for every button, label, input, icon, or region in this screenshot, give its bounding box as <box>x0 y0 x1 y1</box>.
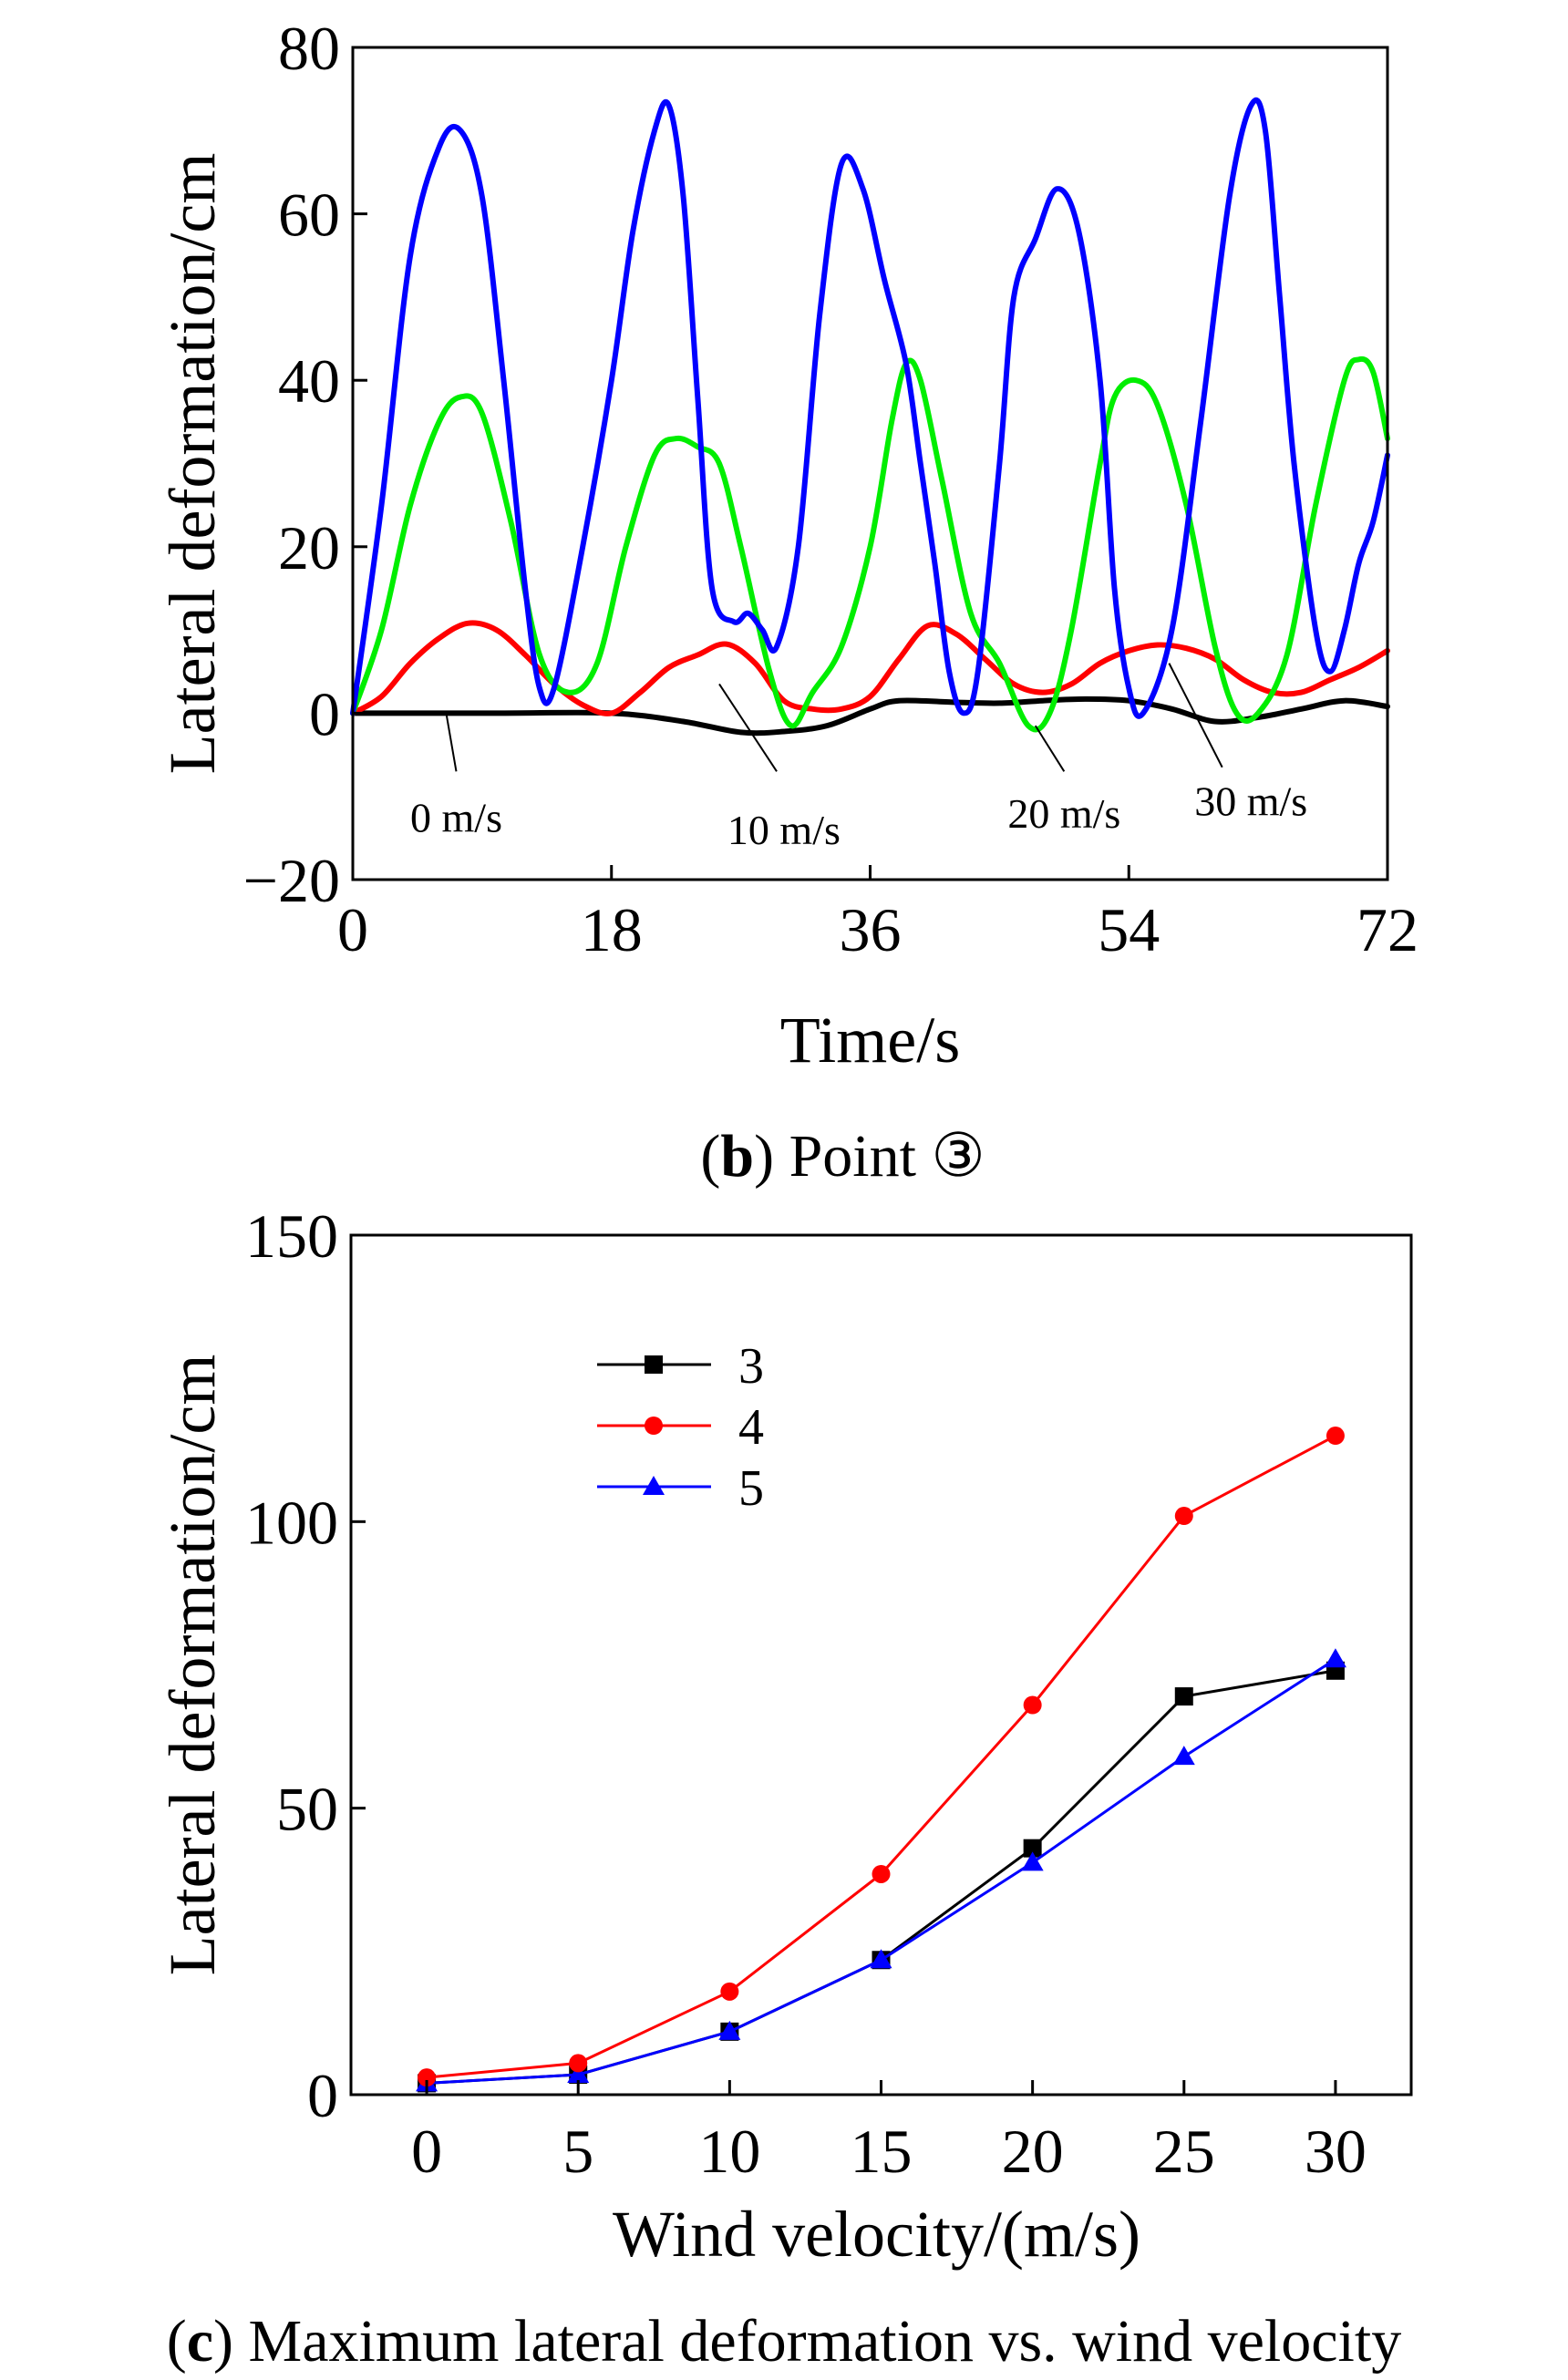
chart-b-annotation-leader <box>445 713 458 772</box>
chart-b-x-tick-label: 72 <box>1357 895 1418 964</box>
chart-b-y-tick-label: 60 <box>278 180 340 250</box>
chart-c-point-series-5 <box>1324 1648 1346 1668</box>
chart-b-y-tick-label: 80 <box>278 14 340 83</box>
chart-c-point-series-4 <box>1174 1507 1193 1526</box>
chart-b-y-tick-label: 40 <box>278 346 340 416</box>
chart-c-legend-marker-3 <box>645 1355 663 1374</box>
chart-b-annotation-leader <box>1168 663 1223 768</box>
chart-c-caption-close: ) <box>213 2308 233 2375</box>
chart-c-caption-open: ( <box>167 2308 187 2375</box>
chart-b-annotation-label: 30 m/s <box>1194 778 1307 824</box>
chart-b-annotation-leader <box>718 683 778 772</box>
chart-c-x-tick-label: 10 <box>698 2117 760 2186</box>
chart-c-x-tick-label: 30 <box>1305 2117 1367 2186</box>
chart-b-caption-letter: b <box>720 1123 754 1190</box>
chart-c-point-series-4 <box>1023 1695 1042 1715</box>
chart-c-y-tick-label: 50 <box>276 1775 338 1844</box>
chart-c-x-tick-label: 5 <box>562 2117 593 2186</box>
chart-b-x-axis-title: Time/s <box>780 1004 960 1077</box>
chart-c-point-series-5 <box>1172 1746 1195 1766</box>
chart-c-point-series-5 <box>870 1949 892 1969</box>
chart-c-ticks: 0 5 10 15 20 25 30 0 50 100 150 <box>245 1201 1367 2186</box>
chart-c-point-series-5 <box>1021 1851 1044 1871</box>
chart-b-annotation-leader <box>1034 725 1066 772</box>
chart-b-annotation-label: 20 m/s <box>1007 790 1120 837</box>
chart-b-y-tick-label: 0 <box>309 679 340 748</box>
chart-c-point-series-4 <box>872 1864 891 1883</box>
chart-b-y-tick-label: 20 <box>278 513 340 582</box>
chart-c-point-series-5 <box>567 2063 590 2083</box>
chart-b-caption-close: ) <box>754 1123 774 1190</box>
chart-b-series-group <box>350 97 1390 737</box>
chart-c-y-axis-title: Lateral deformation/cm <box>156 1355 229 1976</box>
chart-b-series-line-20ms <box>350 355 1390 733</box>
chart-c-legend-marker-5 <box>643 1476 665 1495</box>
chart-c-series-line-4 <box>426 1434 1336 2079</box>
chart-c-y-tick-label: 100 <box>245 1488 338 1557</box>
chart-c-y-tick-label: 150 <box>245 1201 338 1271</box>
chart-c-caption-text: Maximum lateral deformation vs. wind vel… <box>233 2308 1401 2375</box>
chart-b-annotation-label: 10 m/s <box>727 807 841 853</box>
chart-c-legend-label-3: 3 <box>738 1338 764 1395</box>
chart-b-x-tick-label: 18 <box>581 895 643 964</box>
chart-b-y-axis-title: Lateral deformation/cm <box>156 153 229 775</box>
chart-b-series-line-30ms <box>350 97 1390 719</box>
chart-c-point-series-4 <box>720 1982 739 2001</box>
chart-b-series-line-10ms <box>350 620 1390 716</box>
chart-b-x-tick-label: 36 <box>840 895 902 964</box>
chart-b-annotation-label: 0 m/s <box>410 795 502 841</box>
chart-c-x-tick-label: 25 <box>1153 2117 1215 2186</box>
chart-c-caption: (c) Maximum lateral deformation vs. wind… <box>167 2308 1401 2375</box>
chart-c-legend-label-4: 4 <box>738 1399 764 1456</box>
chart-c-series-group <box>416 1427 1346 2093</box>
chart-b-caption-text: Point ③ <box>774 1123 985 1190</box>
chart-c-y-tick-label: 0 <box>307 2061 338 2130</box>
chart-b-annotations: 0 m/s 10 m/s 20 m/s 30 m/s <box>410 663 1307 853</box>
chart-c-point-series-4 <box>569 2054 588 2073</box>
chart-c-x-tick-label: 20 <box>1002 2117 1064 2186</box>
chart-b-caption: (b) Point ③ <box>700 1123 985 1190</box>
chart-c-point-series-5 <box>718 2020 741 2040</box>
chart-c-point-series-3 <box>1174 1687 1193 1706</box>
chart-c-x-tick-label: 15 <box>851 2117 913 2186</box>
chart-b-x-tick-label: 0 <box>337 895 368 964</box>
chart-c-caption-letter: c <box>187 2308 213 2375</box>
chart-c-point-series-4 <box>418 2068 437 2087</box>
chart-c-legend-label-5: 5 <box>738 1460 764 1517</box>
chart-c-legend: 345 <box>597 1338 764 1517</box>
chart-b-y-tick-label: −20 <box>243 846 340 915</box>
chart-b-caption-open: ( <box>700 1123 720 1190</box>
chart-c-x-tick-label: 0 <box>411 2117 442 2186</box>
chart-c-x-axis-title: Wind velocity/(m/s) <box>613 2198 1140 2271</box>
chart-c-point-series-4 <box>1326 1427 1345 1446</box>
chart-c-point-series-3 <box>1023 1839 1042 1858</box>
chart-c-legend-marker-4 <box>645 1417 663 1435</box>
chart-b-x-tick-label: 54 <box>1098 895 1160 964</box>
